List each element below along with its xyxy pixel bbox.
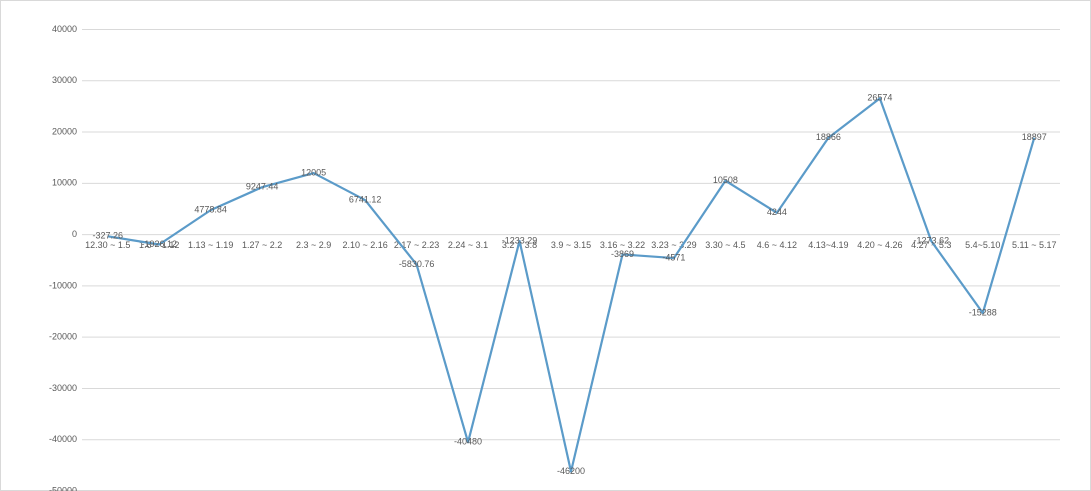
data-label: 10508 [713, 175, 738, 185]
data-label: 26574 [867, 93, 892, 103]
x-tick-label: 3.9 ~ 3.15 [551, 240, 591, 250]
x-tick-label: 5.4~5.10 [965, 240, 1000, 250]
line-series [107, 97, 1036, 473]
data-label: -3869 [611, 249, 634, 259]
data-label: -15288 [969, 307, 997, 317]
y-tick-label: 30000 [52, 75, 77, 85]
x-tick-label: 2.3 ~ 2.9 [296, 240, 331, 250]
x-tick-label: 5.11 ~ 5.17 [1012, 240, 1057, 250]
data-label: 6741.12 [349, 194, 382, 204]
y-tick-label: 10000 [52, 178, 77, 188]
data-label: -46200 [557, 466, 585, 476]
data-label: 4778.84 [194, 204, 227, 214]
y-tick-label: -40000 [49, 434, 77, 444]
data-label: -4571 [662, 252, 685, 262]
x-tick-label: 3.30 ~ 4.5 [705, 240, 745, 250]
y-tick-label: 0 [72, 229, 77, 239]
data-label: 4244 [767, 207, 787, 217]
x-tick-label: 12.30 ~ 1.5 [85, 240, 130, 250]
x-tick-label: 4.13~4.19 [808, 240, 848, 250]
x-tick-label: 2.10 ~ 2.16 [342, 240, 387, 250]
y-tick-label: 20000 [52, 126, 77, 136]
data-label: 9247.44 [246, 182, 279, 192]
x-tick-label: 4.20 ~ 4.26 [857, 240, 902, 250]
data-label: 18897 [1022, 132, 1047, 142]
x-tick-label: 1.13 ~ 1.19 [188, 240, 233, 250]
data-label: -1273.62 [914, 236, 950, 246]
data-label: -327.26 [92, 231, 123, 241]
data-label: -5830.76 [399, 259, 435, 269]
data-label: -1926.12 [141, 239, 177, 249]
y-tick-label: -50000 [49, 485, 77, 491]
x-tick-label: 2.24 ~ 3.1 [448, 240, 488, 250]
x-tick-label: 4.27 ~ 5.3 [911, 240, 951, 250]
data-label: -40480 [454, 437, 482, 447]
data-label: 12005 [301, 167, 326, 177]
x-tick-label: 3.16 ~ 3.22 [600, 240, 645, 250]
x-tick-label: 2.17 ~ 2.23 [394, 240, 439, 250]
y-tick-label: -10000 [49, 280, 77, 290]
y-tick-label: -20000 [49, 332, 77, 342]
data-label: 18866 [816, 132, 841, 142]
x-tick-label: 4.6 ~ 4.12 [757, 240, 797, 250]
y-tick-label: 40000 [52, 24, 77, 34]
y-tick-label: -30000 [49, 383, 77, 393]
x-tick-label: 1.27 ~ 2.2 [242, 240, 282, 250]
x-tick-label: 3.23 ~ 3.29 [651, 240, 696, 250]
data-label: -1233.29 [502, 235, 538, 245]
